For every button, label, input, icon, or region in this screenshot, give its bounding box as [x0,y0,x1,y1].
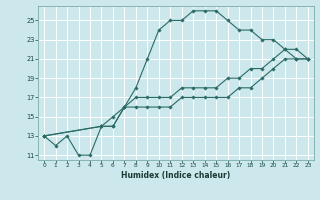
X-axis label: Humidex (Indice chaleur): Humidex (Indice chaleur) [121,171,231,180]
